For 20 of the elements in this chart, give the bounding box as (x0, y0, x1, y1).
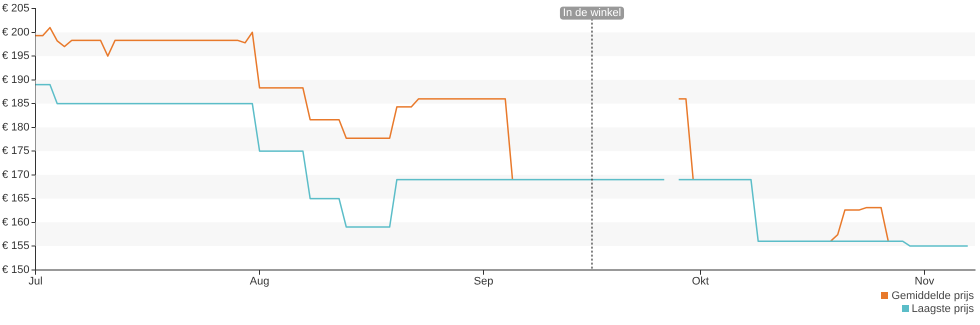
y-tick-label: € 180 (2, 121, 30, 134)
y-tick-label: € 175 (2, 145, 30, 158)
legend-label: Laagste prijs (910, 303, 974, 316)
y-tick-label: € 185 (2, 98, 30, 110)
y-tick-label: € 170 (2, 168, 30, 181)
y-tick-label: € 160 (2, 216, 30, 228)
legend-label: Gemiddelde prijs (890, 290, 974, 303)
y-tick-label: € 155 (2, 240, 30, 252)
y-tick-label: € 195 (2, 50, 30, 62)
y-tick-label: € 190 (2, 74, 30, 86)
x-tick-label: Sep (474, 275, 494, 288)
x-tick-label: Jul (28, 275, 43, 288)
y-tick-label: € 205 (2, 2, 30, 15)
x-tick-label: Aug (250, 275, 270, 288)
x-tick-label: Okt (692, 275, 709, 288)
y-tick-label: € 150 (2, 264, 30, 276)
ref-line-label: In de winkel (562, 7, 622, 20)
y-tick-label: € 165 (2, 192, 30, 205)
x-tick-label: Nov (914, 275, 935, 288)
y-tick-label: € 200 (2, 26, 30, 38)
